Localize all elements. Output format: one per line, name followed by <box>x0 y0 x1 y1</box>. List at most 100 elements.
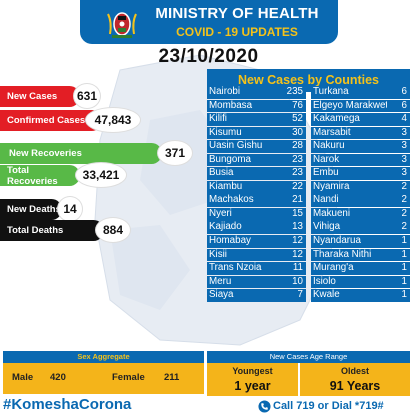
county-row: Nakuru 3 <box>311 140 410 153</box>
county-name: Nyandarua <box>311 235 387 248</box>
sex-aggregate-panel <box>3 363 204 394</box>
county-name: Murang'a <box>311 262 387 275</box>
male-value: 420 <box>50 372 66 383</box>
county-row: Meru 10 <box>207 275 306 289</box>
youngest-label: Youngest <box>232 366 273 376</box>
county-row: Murang'a 1 <box>311 262 410 275</box>
county-row: Makueni 2 <box>311 207 410 221</box>
county-name: Siaya <box>207 289 283 302</box>
total-recoveries-label: Total Recoveries <box>7 164 58 187</box>
county-row: Vihiga 2 <box>311 221 410 235</box>
county-value: 11 <box>283 262 306 275</box>
county-value: 12 <box>283 248 306 262</box>
county-name: Vihiga <box>311 221 387 235</box>
new-cases-bar: New Cases <box>0 86 80 107</box>
county-value: 10 <box>283 275 306 289</box>
county-value: 6 <box>387 99 410 113</box>
county-name: Nairobi <box>207 86 283 99</box>
total-recoveries-value: 33,421 <box>76 163 126 187</box>
new-cases-value: 631 <box>74 84 100 108</box>
county-value: 3 <box>387 140 410 153</box>
oldest-value: 91 Years <box>329 379 381 393</box>
county-row: Nyeri 15 <box>207 207 306 221</box>
county-name: Homabay <box>207 235 283 248</box>
county-name: Bungoma <box>207 153 283 167</box>
county-row: Mombasa 76 <box>207 99 306 113</box>
confirmed-cases-value: 47,843 <box>86 108 140 132</box>
new-recoveries-label: New Recoveries <box>9 148 82 159</box>
report-date: 23/10/2020 <box>158 46 259 67</box>
county-value: 6 <box>387 86 410 99</box>
county-name: Kwale <box>311 289 387 302</box>
county-name: Kilifi <box>207 113 283 126</box>
county-name: Nakuru <box>311 140 387 153</box>
county-name: Busia <box>207 167 283 180</box>
age-range-header: New Cases Age Range <box>207 351 410 363</box>
county-row: Trans Nzoia 11 <box>207 262 306 275</box>
county-value: 1 <box>387 248 410 262</box>
county-value: 7 <box>283 289 306 302</box>
county-row: Nyandarua 1 <box>311 235 410 248</box>
county-value: 1 <box>387 275 410 289</box>
county-row: Tharaka Nithi 1 <box>311 248 410 262</box>
new-deaths-label: New Deaths <box>7 204 61 215</box>
county-name: Uasin Gishu <box>207 140 283 153</box>
counties-right-column: Turkana 6 Elgeyo Marakwet 6 Kakamega 4 Marsabi… <box>311 86 410 303</box>
county-name: Kisii <box>207 248 283 262</box>
county-row: Bungoma 23 <box>207 153 306 167</box>
county-row: Embu 3 <box>311 167 410 180</box>
county-name: Meru <box>207 275 283 289</box>
county-row: Isiolo 1 <box>311 275 410 289</box>
county-name: Elgeyo Marakwet <box>311 99 387 113</box>
phone-icon <box>258 400 271 413</box>
county-value: 2 <box>387 194 410 208</box>
county-value: 76 <box>283 99 306 113</box>
county-value: 23 <box>283 167 306 180</box>
county-value: 2 <box>387 180 410 194</box>
county-row: Siaya 7 <box>207 289 306 302</box>
county-value: 235 <box>283 86 306 99</box>
county-value: 1 <box>387 262 410 275</box>
county-row: Nyamira 2 <box>311 180 410 194</box>
county-name: Marsabit <box>311 126 387 140</box>
county-name: Turkana <box>311 86 387 99</box>
county-value: 1 <box>387 235 410 248</box>
county-value: 23 <box>283 153 306 167</box>
county-name: Machakos <box>207 194 283 208</box>
county-value: 28 <box>283 140 306 153</box>
county-row: Nairobi 235 <box>207 86 306 99</box>
county-row: Narok 3 <box>311 153 410 167</box>
coat-of-arms-icon <box>107 12 137 38</box>
female-label: Female <box>112 372 145 383</box>
county-row: Turkana 6 <box>311 86 410 99</box>
county-value: 3 <box>387 153 410 167</box>
county-name: Nyamira <box>311 180 387 194</box>
new-deaths-value: 14 <box>58 197 82 221</box>
county-value: 13 <box>283 221 306 235</box>
total-deaths-bar: Total Deaths <box>0 220 104 241</box>
county-name: Kisumu <box>207 126 283 140</box>
total-recoveries-bar: Total Recoveries <box>0 164 80 187</box>
new-deaths-bar: New Deaths <box>0 199 62 220</box>
county-row: Kisii 12 <box>207 248 306 262</box>
call-info: Call 719 or Dial *719# <box>273 400 384 412</box>
confirmed-cases-bar: Confirmed Cases <box>0 110 102 131</box>
county-row: Kajiado 13 <box>207 221 306 235</box>
county-row: Kilifi 52 <box>207 113 306 126</box>
male-label: Male <box>12 372 34 383</box>
county-row: Elgeyo Marakwet 6 <box>311 99 410 113</box>
youngest-panel <box>207 360 298 396</box>
county-name: Isiolo <box>311 275 387 289</box>
county-name: Nandi <box>311 194 387 208</box>
oldest-panel <box>300 360 410 396</box>
total-deaths-label: Total Deaths <box>7 225 64 236</box>
county-row: Kwale 1 <box>311 289 410 302</box>
county-name: Narok <box>311 153 387 167</box>
county-name: Makueni <box>311 207 387 221</box>
county-name: Tharaka Nithi <box>311 248 387 262</box>
new-recoveries-value: 371 <box>158 141 192 165</box>
oldest-label: Oldest <box>340 366 369 376</box>
county-row: Kakamega 4 <box>311 113 410 126</box>
county-name: Kiambu <box>207 180 283 194</box>
confirmed-cases-label: Confirmed Cases <box>7 115 86 126</box>
